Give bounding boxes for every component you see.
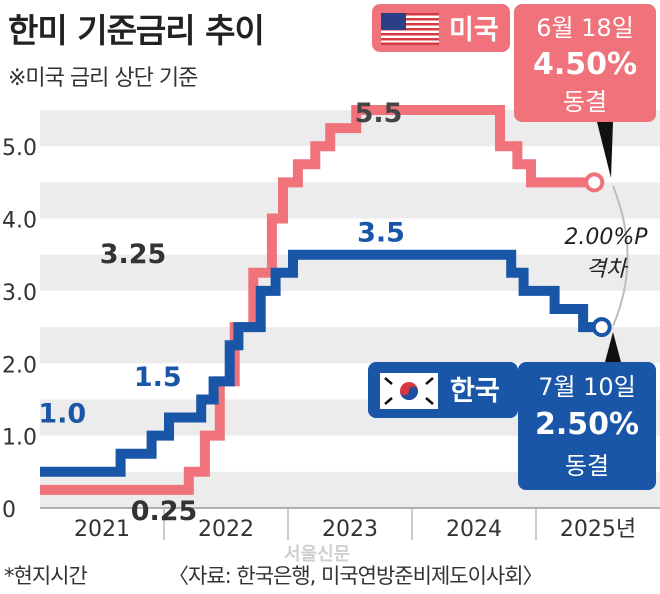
kr-callout-pointer bbox=[605, 332, 621, 362]
x-tick-label: 2024 bbox=[446, 517, 502, 542]
kr-rate-label: 2.50% bbox=[535, 407, 639, 442]
us-rate-box bbox=[514, 4, 656, 122]
us-rate-label: 4.50% bbox=[533, 47, 637, 82]
kr-date-label: 7월 10일 bbox=[538, 373, 636, 401]
gap-value-label: 2.00%P bbox=[564, 225, 648, 250]
gap-text-label: 격차 bbox=[586, 257, 629, 282]
kr-rate-box bbox=[518, 362, 656, 490]
x-tick-label: 2025년 bbox=[560, 517, 636, 542]
x-axis: 2021 2022 2023 2024 2025년 bbox=[40, 507, 660, 542]
band bbox=[40, 254, 660, 291]
kr-callout: 한국 7월 10일 2.50% 동결 bbox=[368, 332, 656, 490]
kr-rate-line bbox=[40, 249, 602, 477]
us-country-label: 미국 bbox=[449, 15, 499, 46]
series-lines bbox=[40, 105, 602, 495]
footnote: *현지시간 bbox=[4, 564, 88, 588]
series-value-labels: 0.25 3.25 5.5 1.0 1.5 3.5 bbox=[38, 98, 405, 527]
us-flag-icon bbox=[381, 13, 439, 45]
us-callout-pointer bbox=[597, 122, 613, 178]
chart-subtitle: ※미국 금리 상단 기준 bbox=[8, 66, 198, 91]
rate-chart: 2021 2022 2023 2024 2025년 01.02.03.04.05.0 0… bbox=[2, 4, 660, 542]
band bbox=[40, 327, 660, 364]
series-value-label: 3.25 bbox=[100, 239, 167, 270]
series-value-label: 1.0 bbox=[38, 398, 86, 429]
y-tick-label: 1.0 bbox=[2, 426, 37, 451]
kr-endpoint bbox=[591, 317, 612, 338]
kr-country-label: 한국 bbox=[450, 376, 500, 407]
source-note: 〈자료: 한국은행, 미국연방준비제도이사회〉 bbox=[168, 564, 544, 588]
kr-flag-icon bbox=[380, 373, 438, 409]
series-endpoints bbox=[584, 172, 612, 338]
us-rate-line bbox=[40, 105, 595, 495]
watermark: 서울신문 bbox=[284, 544, 351, 565]
y-axis: 0 1.0 2.0 3.0 4.0 5.0 bbox=[2, 136, 37, 523]
band bbox=[40, 182, 660, 219]
y-tick-label: 5.0 bbox=[2, 136, 37, 161]
us-callout: 미국 6월 18일 4.50% 동결 bbox=[372, 4, 656, 178]
y-tick-label: 3.0 bbox=[2, 281, 37, 306]
kr-status-label: 동결 bbox=[565, 452, 609, 480]
y-tick-label: 0 bbox=[2, 498, 16, 523]
series-value-label: 5.5 bbox=[355, 98, 403, 129]
series-value-label: 0.25 bbox=[131, 496, 198, 527]
chart-title: 한미 기준금리 추이 bbox=[8, 11, 265, 50]
x-tick-label: 2022 bbox=[198, 517, 254, 542]
x-tick-label: 2021 bbox=[74, 517, 130, 542]
series-value-label: 3.5 bbox=[357, 217, 405, 248]
gap-arc bbox=[612, 185, 629, 327]
us-endpoint bbox=[584, 172, 605, 193]
us-status-label: 동결 bbox=[563, 88, 607, 116]
x-tick-label: 2023 bbox=[322, 517, 378, 542]
y-tick-label: 4.0 bbox=[2, 209, 37, 234]
us-date-label: 6월 18일 bbox=[536, 14, 634, 42]
y-tick-label: 2.0 bbox=[2, 353, 37, 378]
series-value-label: 1.5 bbox=[134, 362, 182, 393]
